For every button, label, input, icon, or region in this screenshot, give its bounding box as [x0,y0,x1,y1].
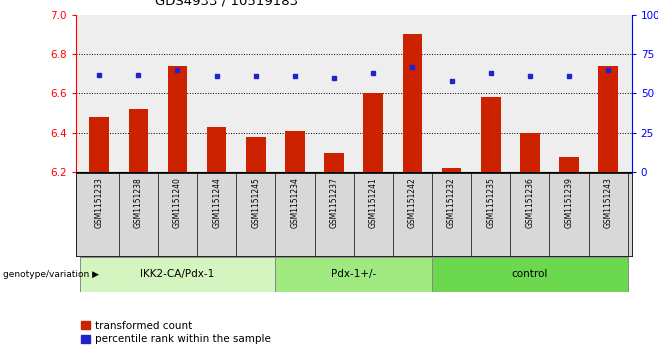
Bar [559,156,579,172]
Bar [275,257,432,292]
Bar [598,66,618,172]
Bar [89,117,109,172]
Bar [403,34,422,172]
Text: GSM1151233: GSM1151233 [95,177,104,228]
Text: GSM1151242: GSM1151242 [408,177,417,228]
Text: GSM1151237: GSM1151237 [330,177,339,228]
Bar [324,153,344,172]
Bar [168,66,188,172]
Bar [363,94,383,172]
Text: genotype/variation ▶: genotype/variation ▶ [3,270,99,279]
Text: GSM1151244: GSM1151244 [212,177,221,228]
Text: GSM1151245: GSM1151245 [251,177,261,228]
Legend: transformed count, percentile rank within the sample: transformed count, percentile rank withi… [81,321,271,344]
Text: GSM1151240: GSM1151240 [173,177,182,228]
Bar [128,109,148,172]
Text: GSM1151234: GSM1151234 [290,177,299,228]
Bar [246,137,266,172]
Bar [207,127,226,172]
Text: Pdx-1+/-: Pdx-1+/- [331,269,376,280]
Text: GSM1151232: GSM1151232 [447,177,456,228]
Text: GSM1151236: GSM1151236 [525,177,534,228]
Text: GSM1151243: GSM1151243 [603,177,613,228]
Text: GSM1151238: GSM1151238 [134,177,143,228]
Bar [520,133,540,172]
Bar [481,97,501,172]
Text: GDS4933 / 10519183: GDS4933 / 10519183 [155,0,298,7]
Text: GSM1151241: GSM1151241 [368,177,378,228]
Bar [285,131,305,172]
Text: GSM1151239: GSM1151239 [565,177,574,228]
Text: control: control [512,269,548,280]
Text: GSM1151235: GSM1151235 [486,177,495,228]
Bar [442,168,461,172]
Bar [432,257,628,292]
Text: IKK2-CA/Pdx-1: IKK2-CA/Pdx-1 [140,269,215,280]
Bar [80,257,275,292]
